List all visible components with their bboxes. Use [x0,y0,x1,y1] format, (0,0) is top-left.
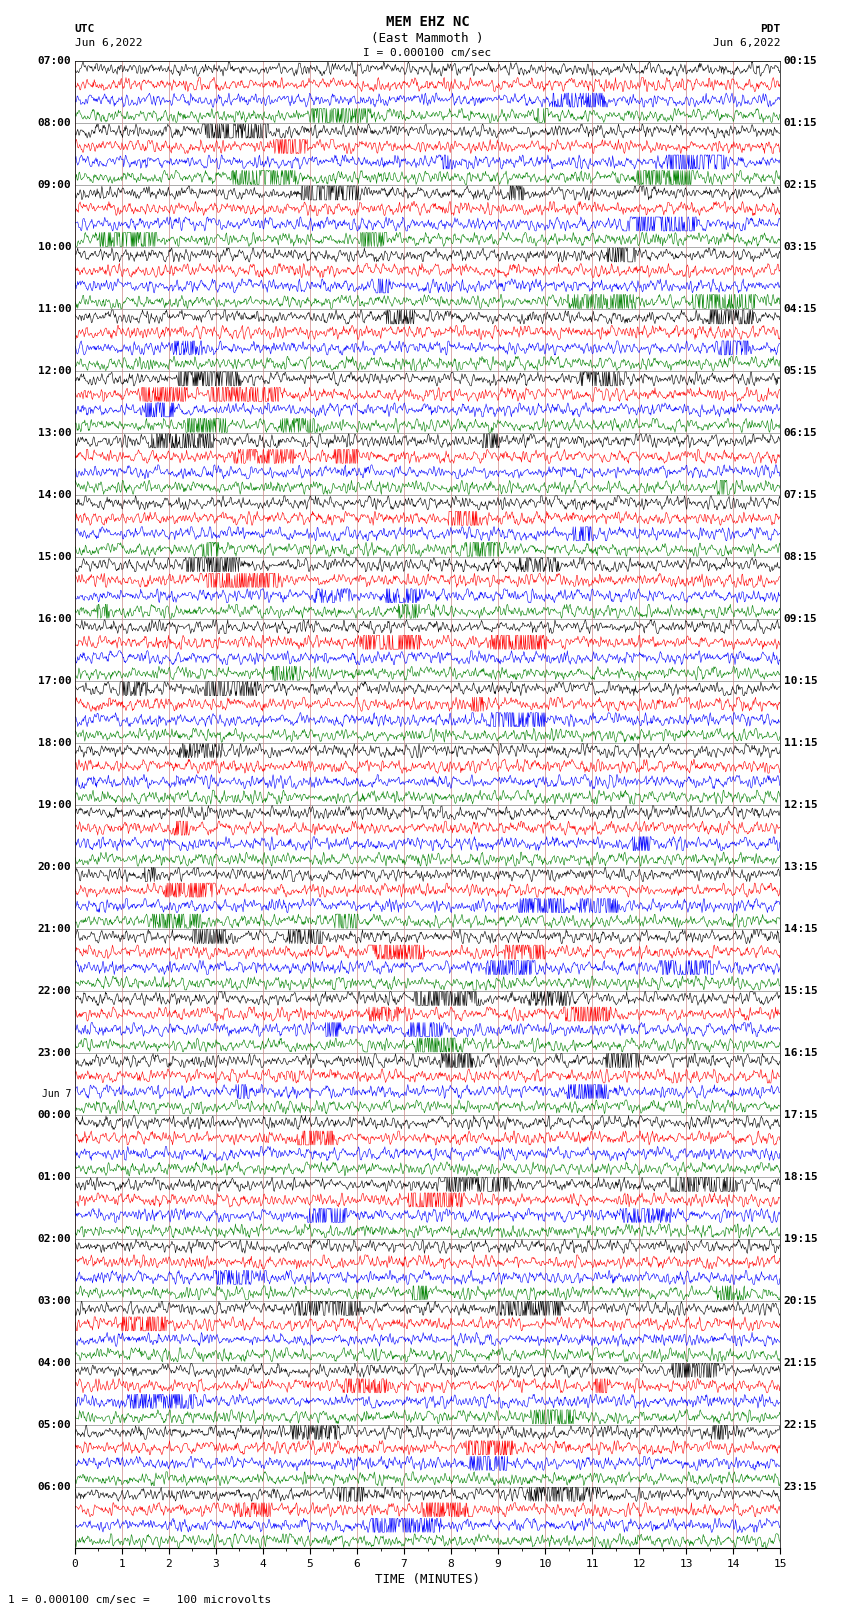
Text: 12:00: 12:00 [37,366,71,376]
Text: 02:00: 02:00 [37,1234,71,1244]
Text: 20:00: 20:00 [37,861,71,873]
Text: 1 = 0.000100 cm/sec =    100 microvolts: 1 = 0.000100 cm/sec = 100 microvolts [8,1595,272,1605]
Text: 21:15: 21:15 [784,1358,818,1368]
Text: 07:00: 07:00 [37,56,71,66]
Text: 01:15: 01:15 [784,118,818,129]
Text: Jun 6,2022: Jun 6,2022 [75,39,142,48]
Text: UTC: UTC [75,24,95,34]
Text: 07:15: 07:15 [784,490,818,500]
X-axis label: TIME (MINUTES): TIME (MINUTES) [375,1573,480,1586]
Text: I = 0.000100 cm/sec: I = 0.000100 cm/sec [364,48,491,58]
Text: 15:15: 15:15 [784,986,818,995]
Text: 09:00: 09:00 [37,181,71,190]
Text: 11:15: 11:15 [784,737,818,748]
Text: 08:00: 08:00 [37,118,71,129]
Text: 08:15: 08:15 [784,552,818,561]
Text: 10:00: 10:00 [37,242,71,252]
Text: MEM EHZ NC: MEM EHZ NC [386,15,469,29]
Text: 03:00: 03:00 [37,1295,71,1305]
Text: 19:00: 19:00 [37,800,71,810]
Text: 12:15: 12:15 [784,800,818,810]
Text: 20:15: 20:15 [784,1295,818,1305]
Text: 14:15: 14:15 [784,924,818,934]
Text: 16:00: 16:00 [37,615,71,624]
Text: 00:00: 00:00 [37,1110,71,1119]
Text: 21:00: 21:00 [37,924,71,934]
Text: 15:00: 15:00 [37,552,71,561]
Text: 04:15: 04:15 [784,305,818,315]
Text: 17:00: 17:00 [37,676,71,686]
Text: 04:00: 04:00 [37,1358,71,1368]
Text: 06:15: 06:15 [784,427,818,439]
Text: Jun 6,2022: Jun 6,2022 [713,39,780,48]
Text: 05:15: 05:15 [784,366,818,376]
Text: 06:00: 06:00 [37,1481,71,1492]
Text: 18:15: 18:15 [784,1171,818,1182]
Text: 09:15: 09:15 [784,615,818,624]
Text: 13:00: 13:00 [37,427,71,439]
Text: 23:15: 23:15 [784,1481,818,1492]
Text: 02:15: 02:15 [784,181,818,190]
Text: 18:00: 18:00 [37,737,71,748]
Text: 23:00: 23:00 [37,1048,71,1058]
Text: Jun 7: Jun 7 [42,1089,71,1098]
Text: 10:15: 10:15 [784,676,818,686]
Text: 11:00: 11:00 [37,305,71,315]
Text: PDT: PDT [760,24,780,34]
Text: 13:15: 13:15 [784,861,818,873]
Text: 22:00: 22:00 [37,986,71,995]
Text: 22:15: 22:15 [784,1419,818,1429]
Text: 05:00: 05:00 [37,1419,71,1429]
Text: 17:15: 17:15 [784,1110,818,1119]
Text: (East Mammoth ): (East Mammoth ) [371,32,484,45]
Text: 03:15: 03:15 [784,242,818,252]
Text: 14:00: 14:00 [37,490,71,500]
Text: 00:15: 00:15 [784,56,818,66]
Text: 19:15: 19:15 [784,1234,818,1244]
Text: 01:00: 01:00 [37,1171,71,1182]
Text: 16:15: 16:15 [784,1048,818,1058]
